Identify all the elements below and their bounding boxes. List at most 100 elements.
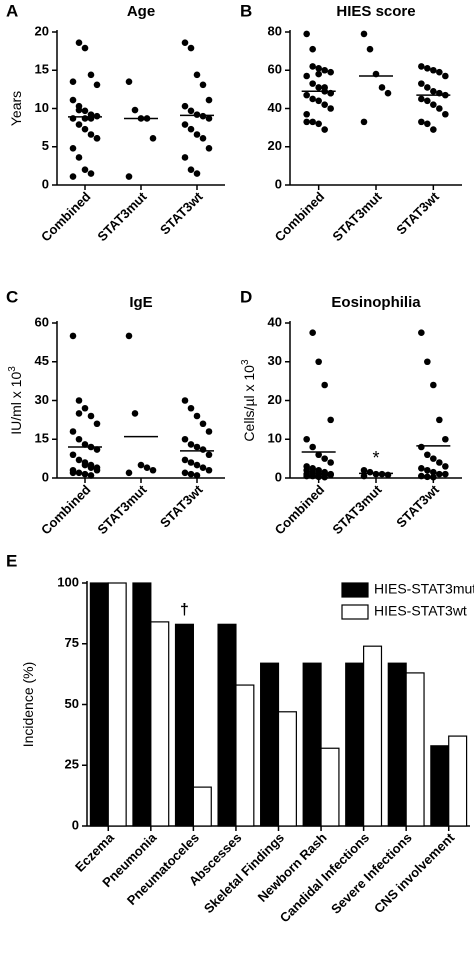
- x-tick-label: STAT3mut: [94, 481, 150, 537]
- data-point: [81, 44, 89, 52]
- panel-label: B: [240, 1, 252, 20]
- data-point: [315, 120, 322, 128]
- data-point: [193, 71, 201, 79]
- data-point: [384, 471, 392, 479]
- data-point: [69, 173, 77, 180]
- data-point: [418, 472, 425, 480]
- panel-label: E: [6, 551, 17, 570]
- data-point: [372, 470, 380, 478]
- bar: [363, 645, 383, 827]
- y-axis-label: Incidence (%): [20, 662, 36, 748]
- bar: [235, 684, 255, 827]
- data-point: [69, 144, 77, 152]
- data-point: [75, 469, 83, 477]
- data-point: [69, 466, 77, 474]
- data-point: [378, 470, 386, 478]
- y-tick-label: 0: [72, 817, 79, 832]
- x-tick-label: Severe Infections: [328, 830, 415, 917]
- data-point: [69, 78, 77, 86]
- x-tick-label: Skeletal Findings: [201, 830, 287, 916]
- data-point: [321, 473, 328, 481]
- data-point: [181, 154, 189, 161]
- data-point: [366, 45, 374, 53]
- data-point: [418, 80, 425, 87]
- data-point: [309, 63, 316, 70]
- data-point: [303, 463, 310, 470]
- annotation: *: [372, 448, 379, 468]
- x-tick-label: STAT3mut: [329, 481, 385, 537]
- data-point: [131, 106, 139, 114]
- data-point: [187, 404, 195, 412]
- data-point: [327, 459, 334, 466]
- data-point: [181, 456, 189, 464]
- data-point: [81, 459, 89, 466]
- data-point: [75, 39, 83, 47]
- data-point: [303, 110, 310, 118]
- data-point: [430, 381, 437, 389]
- y-tick-label: 60: [268, 62, 282, 77]
- y-axis-label-text: IU/ml x 10: [8, 372, 24, 435]
- data-point: [69, 332, 77, 340]
- data-point: [87, 412, 95, 420]
- data-point: [315, 473, 322, 481]
- data-point: [436, 416, 443, 424]
- data-point: [436, 105, 443, 112]
- data-point: [360, 472, 368, 480]
- panel-title: Eosinophilia: [331, 294, 421, 311]
- y-axis-label-text: Years: [8, 91, 24, 126]
- y-tick-label: 40: [268, 100, 282, 115]
- data-point: [418, 118, 425, 126]
- legend-swatch: [341, 582, 369, 598]
- data-point: [205, 428, 213, 435]
- data-point: [309, 80, 316, 87]
- data-point: [366, 468, 374, 476]
- data-point: [193, 111, 201, 118]
- data-point: [81, 125, 89, 133]
- data-point: [125, 469, 133, 477]
- y-tick-label: 30: [268, 353, 282, 368]
- panel-title: HIES score: [336, 3, 415, 20]
- y-tick-label: 5: [42, 138, 49, 153]
- data-point: [418, 95, 425, 103]
- bar: [277, 711, 297, 827]
- data-point: [436, 68, 443, 76]
- legend-label: HIES-STAT3mut: [374, 581, 474, 597]
- data-point: [303, 72, 310, 80]
- data-point: [87, 472, 95, 479]
- data-point: [418, 443, 425, 451]
- bar: [302, 662, 322, 827]
- data-point: [424, 473, 431, 481]
- bar: [405, 672, 425, 827]
- annotation: †: [180, 602, 189, 619]
- data-point: [199, 446, 207, 453]
- data-point: [193, 461, 201, 469]
- x-tick-label: Combined: [272, 482, 328, 538]
- data-point: [315, 70, 322, 78]
- data-point: [315, 358, 322, 366]
- data-point: [424, 451, 431, 459]
- data-point: [315, 65, 322, 72]
- bar: [174, 623, 194, 827]
- data-point: [430, 66, 437, 74]
- bar: [150, 621, 170, 827]
- y-tick-label: 20: [268, 138, 282, 153]
- data-point: [87, 461, 95, 469]
- data-point: [75, 435, 83, 443]
- data-point: [193, 443, 201, 451]
- data-point: [187, 107, 195, 115]
- data-point: [378, 84, 386, 91]
- data-point: [181, 469, 189, 477]
- data-point: [430, 101, 437, 108]
- y-axis-label: Cells/µl x 103: [240, 359, 257, 442]
- data-point: [187, 166, 195, 173]
- data-point: [75, 410, 83, 417]
- data-point: [205, 451, 213, 459]
- bar: [192, 786, 212, 827]
- panel-label: A: [6, 1, 18, 20]
- data-point: [309, 118, 316, 126]
- bar: [217, 623, 237, 827]
- data-point: [69, 428, 77, 435]
- x-tick-label: STAT3wt: [393, 481, 442, 530]
- data-point: [430, 126, 437, 133]
